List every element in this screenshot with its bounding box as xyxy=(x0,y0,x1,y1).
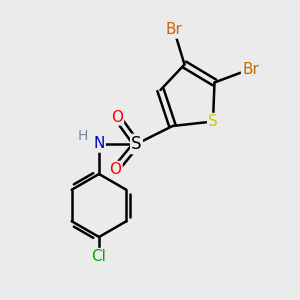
Text: Br: Br xyxy=(242,61,259,76)
Text: S: S xyxy=(208,114,218,129)
Text: Br: Br xyxy=(166,22,182,38)
Text: O: O xyxy=(111,110,123,124)
Text: H: H xyxy=(77,130,88,143)
Text: O: O xyxy=(110,162,122,177)
Text: N: N xyxy=(93,136,105,152)
Text: Cl: Cl xyxy=(92,249,106,264)
Text: S: S xyxy=(131,135,142,153)
